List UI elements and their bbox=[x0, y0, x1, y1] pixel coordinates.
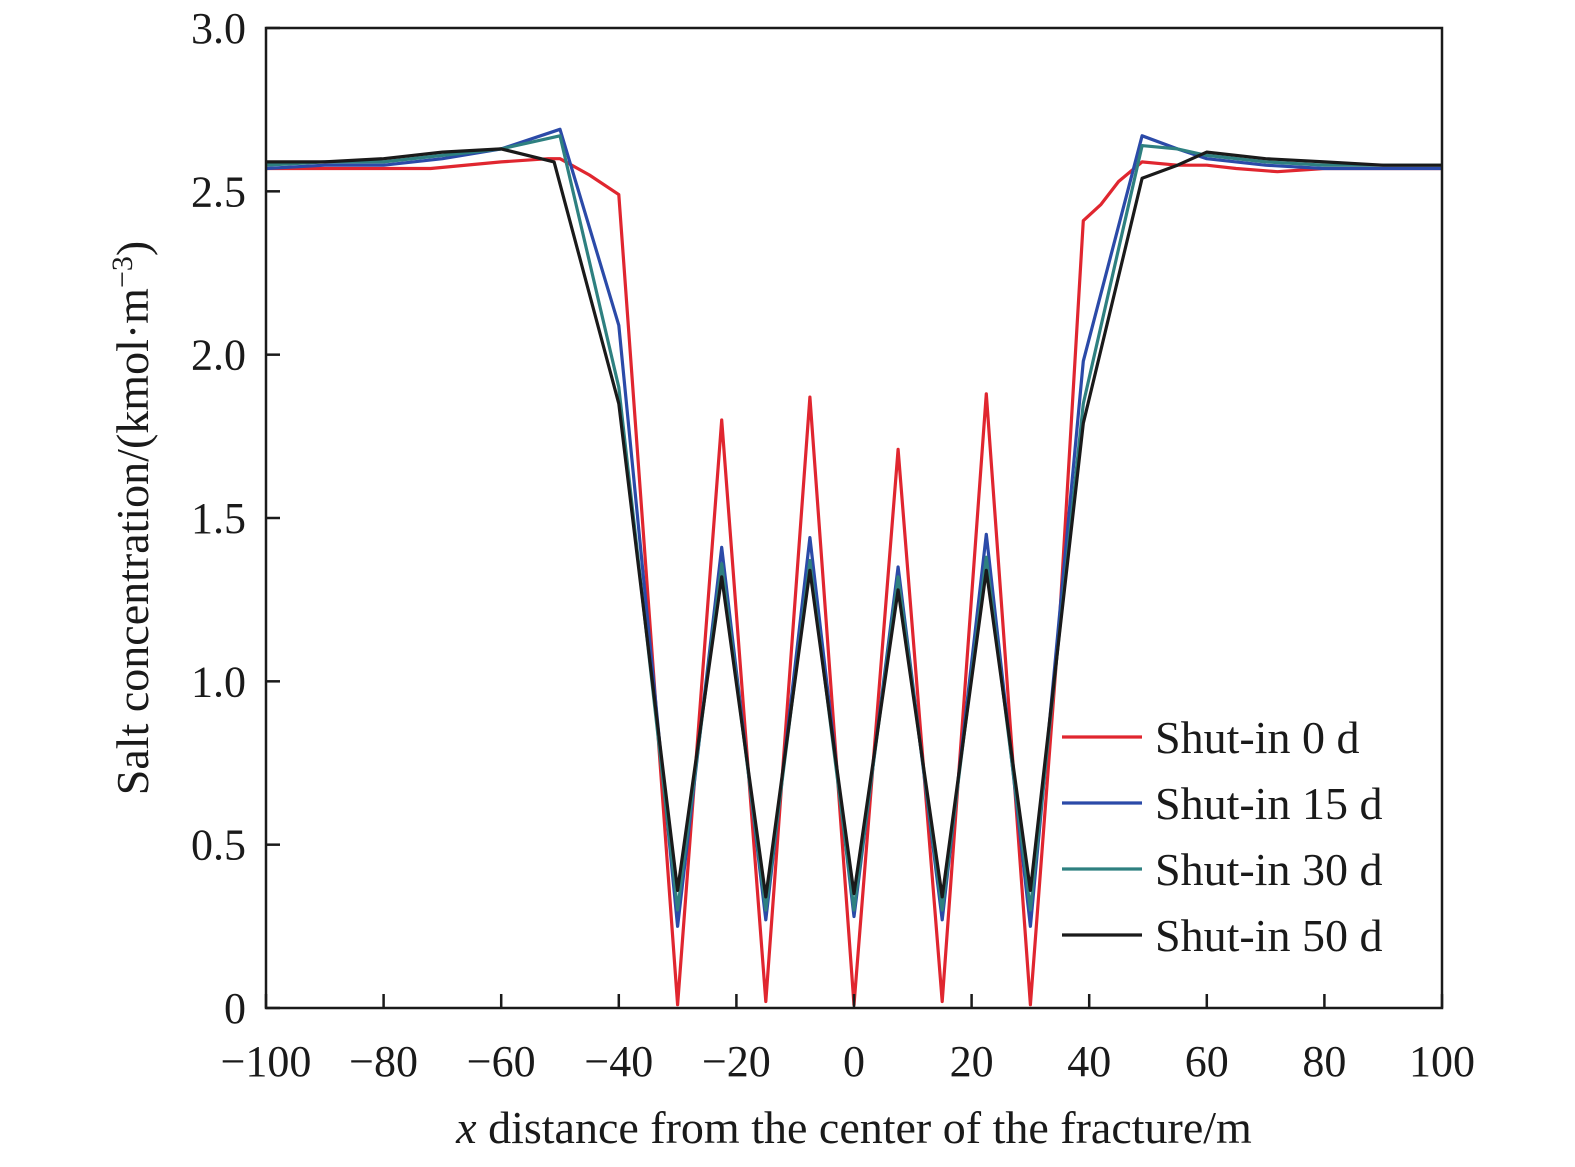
x-axis-title: x distance from the center of the fractu… bbox=[455, 1102, 1252, 1153]
x-tick-label: 20 bbox=[950, 1037, 994, 1086]
plot-lines bbox=[265, 127, 1442, 1007]
y-tick-label: 1.5 bbox=[191, 494, 246, 543]
y-tick-label: 2.5 bbox=[191, 167, 246, 216]
x-tick-label: 0 bbox=[843, 1037, 865, 1086]
x-tick-label: 80 bbox=[1302, 1037, 1346, 1086]
x-tick-label: −20 bbox=[702, 1037, 771, 1086]
x-tick-label: −40 bbox=[584, 1037, 653, 1086]
x-tick-label: −60 bbox=[467, 1037, 536, 1086]
y-tick-label: 1.0 bbox=[191, 657, 246, 706]
y-axis-title-text: Salt concentration/(kmol·m bbox=[107, 288, 158, 795]
series-line-3 bbox=[266, 147, 1442, 899]
series-line-0 bbox=[266, 157, 1442, 1007]
x-tick-label: 100 bbox=[1409, 1037, 1475, 1086]
x-axis-title-text: distance from the center of the fracture… bbox=[477, 1102, 1252, 1153]
y-axis-title-close: ) bbox=[107, 241, 158, 256]
y-axis-title-exponent: −3 bbox=[106, 256, 139, 288]
legend-label-1: Shut-in 15 d bbox=[1155, 778, 1382, 829]
y-axis-ticks: 0 0.5 1.0 1.5 2.0 2.5 3.0 bbox=[191, 4, 280, 1033]
y-tick-label: 2.0 bbox=[191, 331, 246, 380]
y-tick-label: 3.0 bbox=[191, 4, 246, 53]
legend-label-2: Shut-in 30 d bbox=[1155, 844, 1382, 895]
x-axis-ticks: −100 −80 −60 −40 −20 0 20 40 60 80 100 bbox=[221, 994, 1475, 1086]
y-tick-label: 0 bbox=[224, 984, 246, 1033]
legend-label-3: Shut-in 50 d bbox=[1155, 910, 1382, 961]
legend: Shut-in 0 d Shut-in 15 d Shut-in 30 d Shut-… bbox=[1062, 712, 1382, 961]
y-axis-title: Salt concentration/(kmol·m−3) bbox=[106, 241, 159, 795]
x-tick-label: 60 bbox=[1185, 1037, 1229, 1086]
x-tick-label: 40 bbox=[1067, 1037, 1111, 1086]
x-tick-label: −100 bbox=[221, 1037, 312, 1086]
x-tick-label: −80 bbox=[349, 1037, 418, 1086]
legend-label-0: Shut-in 0 d bbox=[1155, 712, 1359, 763]
x-axis-title-variable: x bbox=[455, 1102, 477, 1153]
y-tick-label: 0.5 bbox=[191, 821, 246, 870]
